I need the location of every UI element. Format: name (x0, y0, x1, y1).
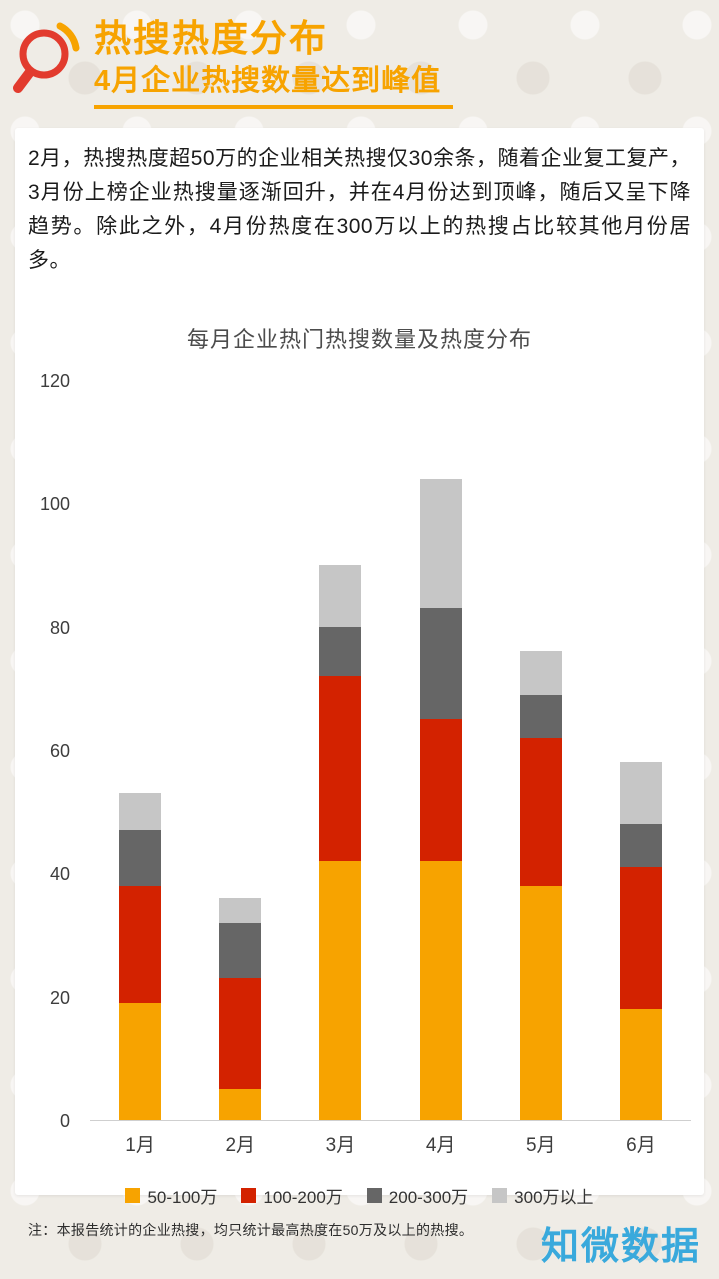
bar-segment-100-200万 (519, 737, 562, 886)
bars-container (90, 381, 691, 1121)
legend-swatch (125, 1188, 141, 1203)
y-axis-tick-label: 120 (39, 371, 70, 391)
bar-segment-300万以上 (119, 793, 162, 831)
y-axis-tick-label: 0 (59, 1111, 70, 1131)
bar-segment-300万以上 (319, 565, 362, 627)
bar-segment-50-100万 (219, 1089, 262, 1120)
x-axis-label: 6月 (626, 1135, 656, 1156)
bar-segment-300万以上 (619, 762, 662, 825)
y-axis-tick-label: 80 (49, 617, 70, 638)
x-axis-label: 5月 (525, 1135, 556, 1156)
bar-segment-100-200万 (419, 719, 462, 861)
magnifier-icon-svg (13, 22, 80, 93)
bar-stack (219, 898, 262, 1120)
legend-item: 50-100万 (125, 1183, 217, 1208)
y-axis-tick-label: 40 (49, 864, 70, 885)
x-axis-label: 2月 (225, 1135, 256, 1156)
page-title: 热搜热度分布 (94, 18, 328, 59)
header: 热搜热度分布 4月企业热搜数量达到峰值 (0, 0, 719, 128)
bar-segment-300万以上 (519, 651, 562, 695)
bar-column-5月 (491, 381, 591, 1120)
x-axis-label: 4月 (425, 1135, 456, 1156)
bar-segment-50-100万 (419, 861, 462, 1120)
content-card: 2月，热搜热度超50万的企业相关热搜仅30余条，随着企业复工复产，3月份上榜企业… (15, 128, 704, 1207)
bar-segment-50-100万 (319, 861, 362, 1120)
legend-item: 100-200万 (241, 1183, 343, 1208)
x-axis: 1月 2月 3月 4月 5月 6月 (90, 1130, 691, 1157)
bar-segment-50-100万 (619, 1009, 662, 1120)
legend-item: 200-300万 (366, 1183, 469, 1208)
plot-area: 0 20 40 60 80 100 120 (28, 371, 691, 1131)
bar-segment-300万以上 (219, 898, 262, 923)
legend-item: 300万以上 (492, 1183, 594, 1208)
page-subtitle: 4月企业热搜数量达到峰值 (94, 65, 454, 109)
bar-segment-100-200万 (619, 867, 662, 1009)
bar-column-1月 (90, 381, 190, 1120)
bar-segment-100-200万 (119, 885, 162, 1003)
bar-segment-200-300万 (119, 830, 162, 886)
magnifier-icon (8, 12, 94, 119)
bar-stack (419, 478, 462, 1120)
legend-swatch (492, 1188, 508, 1203)
intro-paragraph: 2月，热搜热度超50万的企业相关热搜仅30余条，随着企业复工复产，3月份上榜企业… (28, 147, 691, 272)
bar-segment-100-200万 (219, 978, 262, 1090)
stacked-bar-chart: 每月企业热门热搜数量及热度分布 0 20 40 60 80 100 120 1月 2月 3月 4月… (28, 322, 691, 1208)
chart-title: 每月企业热门热搜数量及热度分布 (186, 327, 532, 352)
legend-label: 200-300万 (388, 1188, 469, 1207)
bar-column-3月 (290, 381, 390, 1120)
bar-segment-200-300万 (419, 608, 462, 720)
legend-swatch (366, 1188, 382, 1203)
brand-logo: 知微数据 (540, 1222, 701, 1268)
title-block: 热搜热度分布 4月企业热搜数量达到峰值 (94, 12, 709, 109)
footnote: 注：本报告统计的企业热搜，均只统计最高热度在50万及以上的热搜。 (28, 1222, 474, 1238)
chart-legend: 50-100万 100-200万 200-300万 300万以上 (28, 1183, 691, 1208)
x-axis-label: 1月 (125, 1135, 155, 1156)
y-axis-tick-label: 100 (39, 494, 70, 515)
bar-segment-50-100万 (519, 885, 562, 1120)
bar-stack (619, 762, 662, 1120)
bar-segment-50-100万 (119, 1002, 162, 1120)
bar-segment-200-300万 (619, 824, 662, 868)
bar-segment-200-300万 (319, 626, 362, 676)
y-axis-tick-label: 20 (49, 987, 70, 1008)
legend-label: 50-100万 (147, 1188, 218, 1207)
bar-column-2月 (190, 381, 290, 1120)
legend-label: 100-200万 (263, 1188, 343, 1207)
footer: 注：本报告统计的企业热搜，均只统计最高热度在50万及以上的热搜。 知微数据 (0, 1195, 719, 1279)
bar-stack (319, 565, 362, 1120)
bar-stack (519, 651, 562, 1120)
bar-segment-200-300万 (519, 694, 562, 738)
bar-segment-300万以上 (419, 478, 462, 609)
legend-label: 300万以上 (514, 1188, 594, 1207)
bar-column-6月 (591, 381, 691, 1120)
y-axis-tick-label: 60 (49, 741, 70, 761)
y-axis: 0 20 40 60 80 100 120 (28, 371, 80, 1131)
legend-swatch (241, 1188, 257, 1203)
bar-segment-200-300万 (219, 922, 262, 979)
bar-column-4月 (391, 381, 491, 1120)
bar-segment-100-200万 (319, 676, 362, 861)
bar-stack (119, 793, 162, 1120)
x-axis-label: 3月 (325, 1135, 356, 1156)
